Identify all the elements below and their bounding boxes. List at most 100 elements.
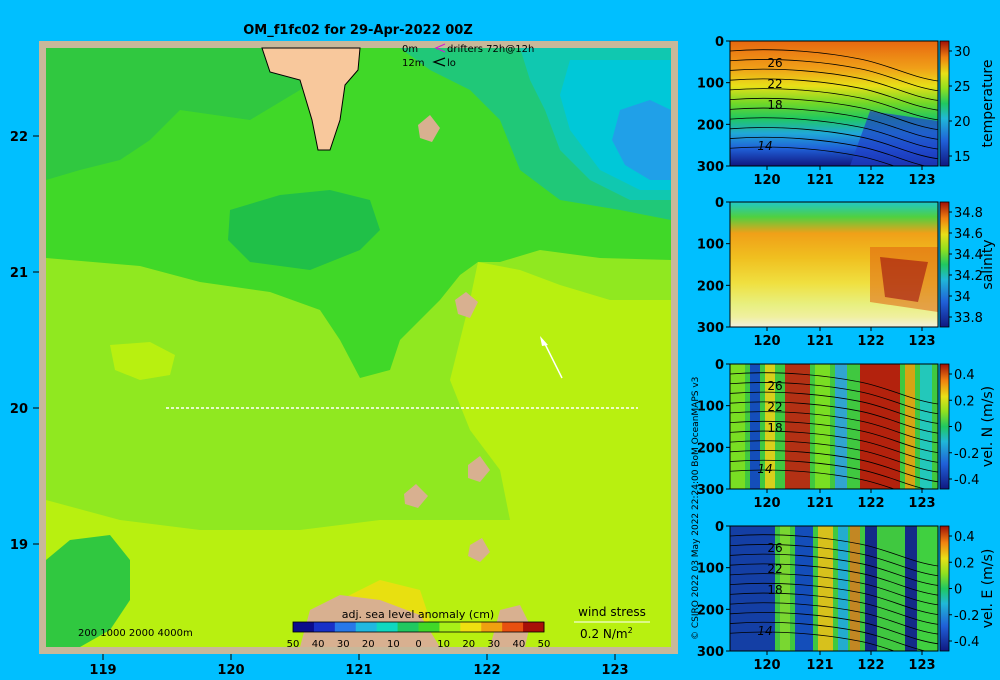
panel-colorbar-tick-label: 34 [954,290,971,305]
map-panel: OM_f1fc02 for 29-Apr-2022 00Z 0m drifter… [10,23,678,678]
panel-x-tick-label: 120 [753,496,780,511]
colorbar-tick-label: 40 [513,639,526,650]
section-panel-vel-e: 26 22 18 14 0 100 200 300 120 121 122 123 0.4 0.2 0 -0.… [697,520,996,673]
contour-line [730,631,896,651]
panel-y-tick-label: 300 [697,321,724,336]
map-y-ticks: 22 21 20 19 [10,130,39,553]
contour-line [730,612,938,645]
contour-line [730,534,938,567]
contour-label: 14 [757,462,772,476]
colorbar-tick-label: 40 [312,639,325,650]
drifter-depth-2: 12m [402,58,424,69]
colorbar-swatch [397,622,419,632]
panel-colorbar-label: salinity [980,239,996,289]
velocity-band [750,364,760,489]
contour-line [730,459,927,489]
contour-label: 26 [767,56,782,70]
panel-y-tick-label: 300 [697,483,724,498]
panel-colorbar [940,41,949,166]
panel-colorbar-tick-label: 0.4 [954,530,975,545]
panel-y-tick-label: 200 [697,118,724,133]
contour-line [730,136,927,166]
contour-label: 22 [767,400,782,414]
panel-colorbar-tick-label: 34.4 [954,248,983,263]
panel-y-tick-label: 200 [697,279,724,294]
contour-label: 22 [767,77,782,91]
map-x-tick-label: 123 [601,663,628,678]
contour-line [730,88,938,121]
contour-line [730,420,938,454]
colorbar-swatch [313,622,336,632]
panel-frame [729,363,939,490]
panel-y-tick-label: 100 [697,562,724,577]
panel-x-tick-label: 120 [753,173,780,188]
contour-line [730,450,938,483]
contour-line [730,382,938,415]
contour-line [730,97,938,131]
colorbar-tick-label: 10 [437,639,450,650]
panel-colorbar-label: vel. N (m/s) [980,386,996,467]
contour-line [730,440,938,473]
contour-line [730,127,938,160]
map-x-ticks: 119 120 121 122 123 [89,654,629,678]
panel-colorbar-tick-label: 0.2 [954,394,975,409]
colorbar-swatch [481,622,503,632]
section-panel-temperature: 26 22 18 14 0 100 200 300 120 121 122 123 30 25 20 15 te… [697,35,996,188]
panel-frame [729,201,939,328]
panel-y-tick-label: 100 [697,400,724,415]
contour-line [730,391,938,424]
contour-line [730,621,927,651]
drifter-legend-icon-2 [432,57,446,67]
velocity-band [865,526,877,651]
panel-x-tick-label: 120 [753,334,780,349]
colorbar-tick-label: 50 [287,639,300,650]
panel-x-tick-label: 121 [806,173,833,188]
velocity-band [850,526,860,651]
contour-line [730,107,938,140]
contour-line [730,469,896,489]
panel-colorbar [940,364,949,489]
map-x-tick-label: 121 [345,663,372,678]
velocity-band [818,526,833,651]
contour-line [730,592,938,625]
contour-label: 26 [767,379,782,393]
contour-line [730,146,896,166]
contour-line [730,59,938,92]
panel-y-tick-label: 200 [697,603,724,618]
panel-y-tick-label: 0 [715,196,724,211]
contour-label: 18 [767,421,782,435]
contour-label: 14 [757,624,772,638]
section-panel-salinity: 0 100 200 300 120 121 122 123 34.8 34.6 34.4 34.2 34… [697,196,996,349]
contour-line [730,68,938,101]
contour-line [730,553,938,586]
panel-frame [729,525,939,652]
map-x-tick-label: 119 [89,663,116,678]
panel-colorbar-tick-label: -0.2 [954,609,979,624]
panel-colorbar [940,202,949,327]
panel-colorbar-tick-label: 34.6 [954,227,983,242]
contour-label: 22 [767,562,782,576]
panel-x-tick-label: 123 [908,496,935,511]
velocity-band [795,526,813,651]
panel-colorbar-tick-label: 0 [954,421,962,436]
colorbar-tick-label: 50 [538,639,551,650]
colorbar-tick-label: 30 [337,639,350,650]
map-y-tick-label: 19 [10,538,28,553]
velocity-band [780,526,790,651]
colorbar-swatch [418,622,440,632]
panel-y-tick-label: 200 [697,441,724,456]
velocity-band [815,364,830,489]
panel-colorbar-tick-label: 30 [954,45,971,60]
velocity-band [785,364,810,489]
panel-colorbar-tick-label: -0.4 [954,635,979,650]
wind-arrow [540,336,563,379]
panel-colorbar-tick-label: 15 [954,150,971,165]
wind-stress-scale: 0.2 N/m2 [580,626,633,641]
drifter-legend-icon-1 [434,43,446,53]
credit-text: © CSIRO 2022 03 May 2022 22:24:00 BoM Oc… [691,377,701,640]
contour-label: 18 [767,98,782,112]
panel-colorbar-tick-label: -0.4 [954,473,979,488]
panel-colorbar-tick-label: 34.8 [954,206,983,221]
panel-colorbar-tick-label: 33.8 [954,311,983,326]
panel-y-tick-label: 300 [697,645,724,660]
